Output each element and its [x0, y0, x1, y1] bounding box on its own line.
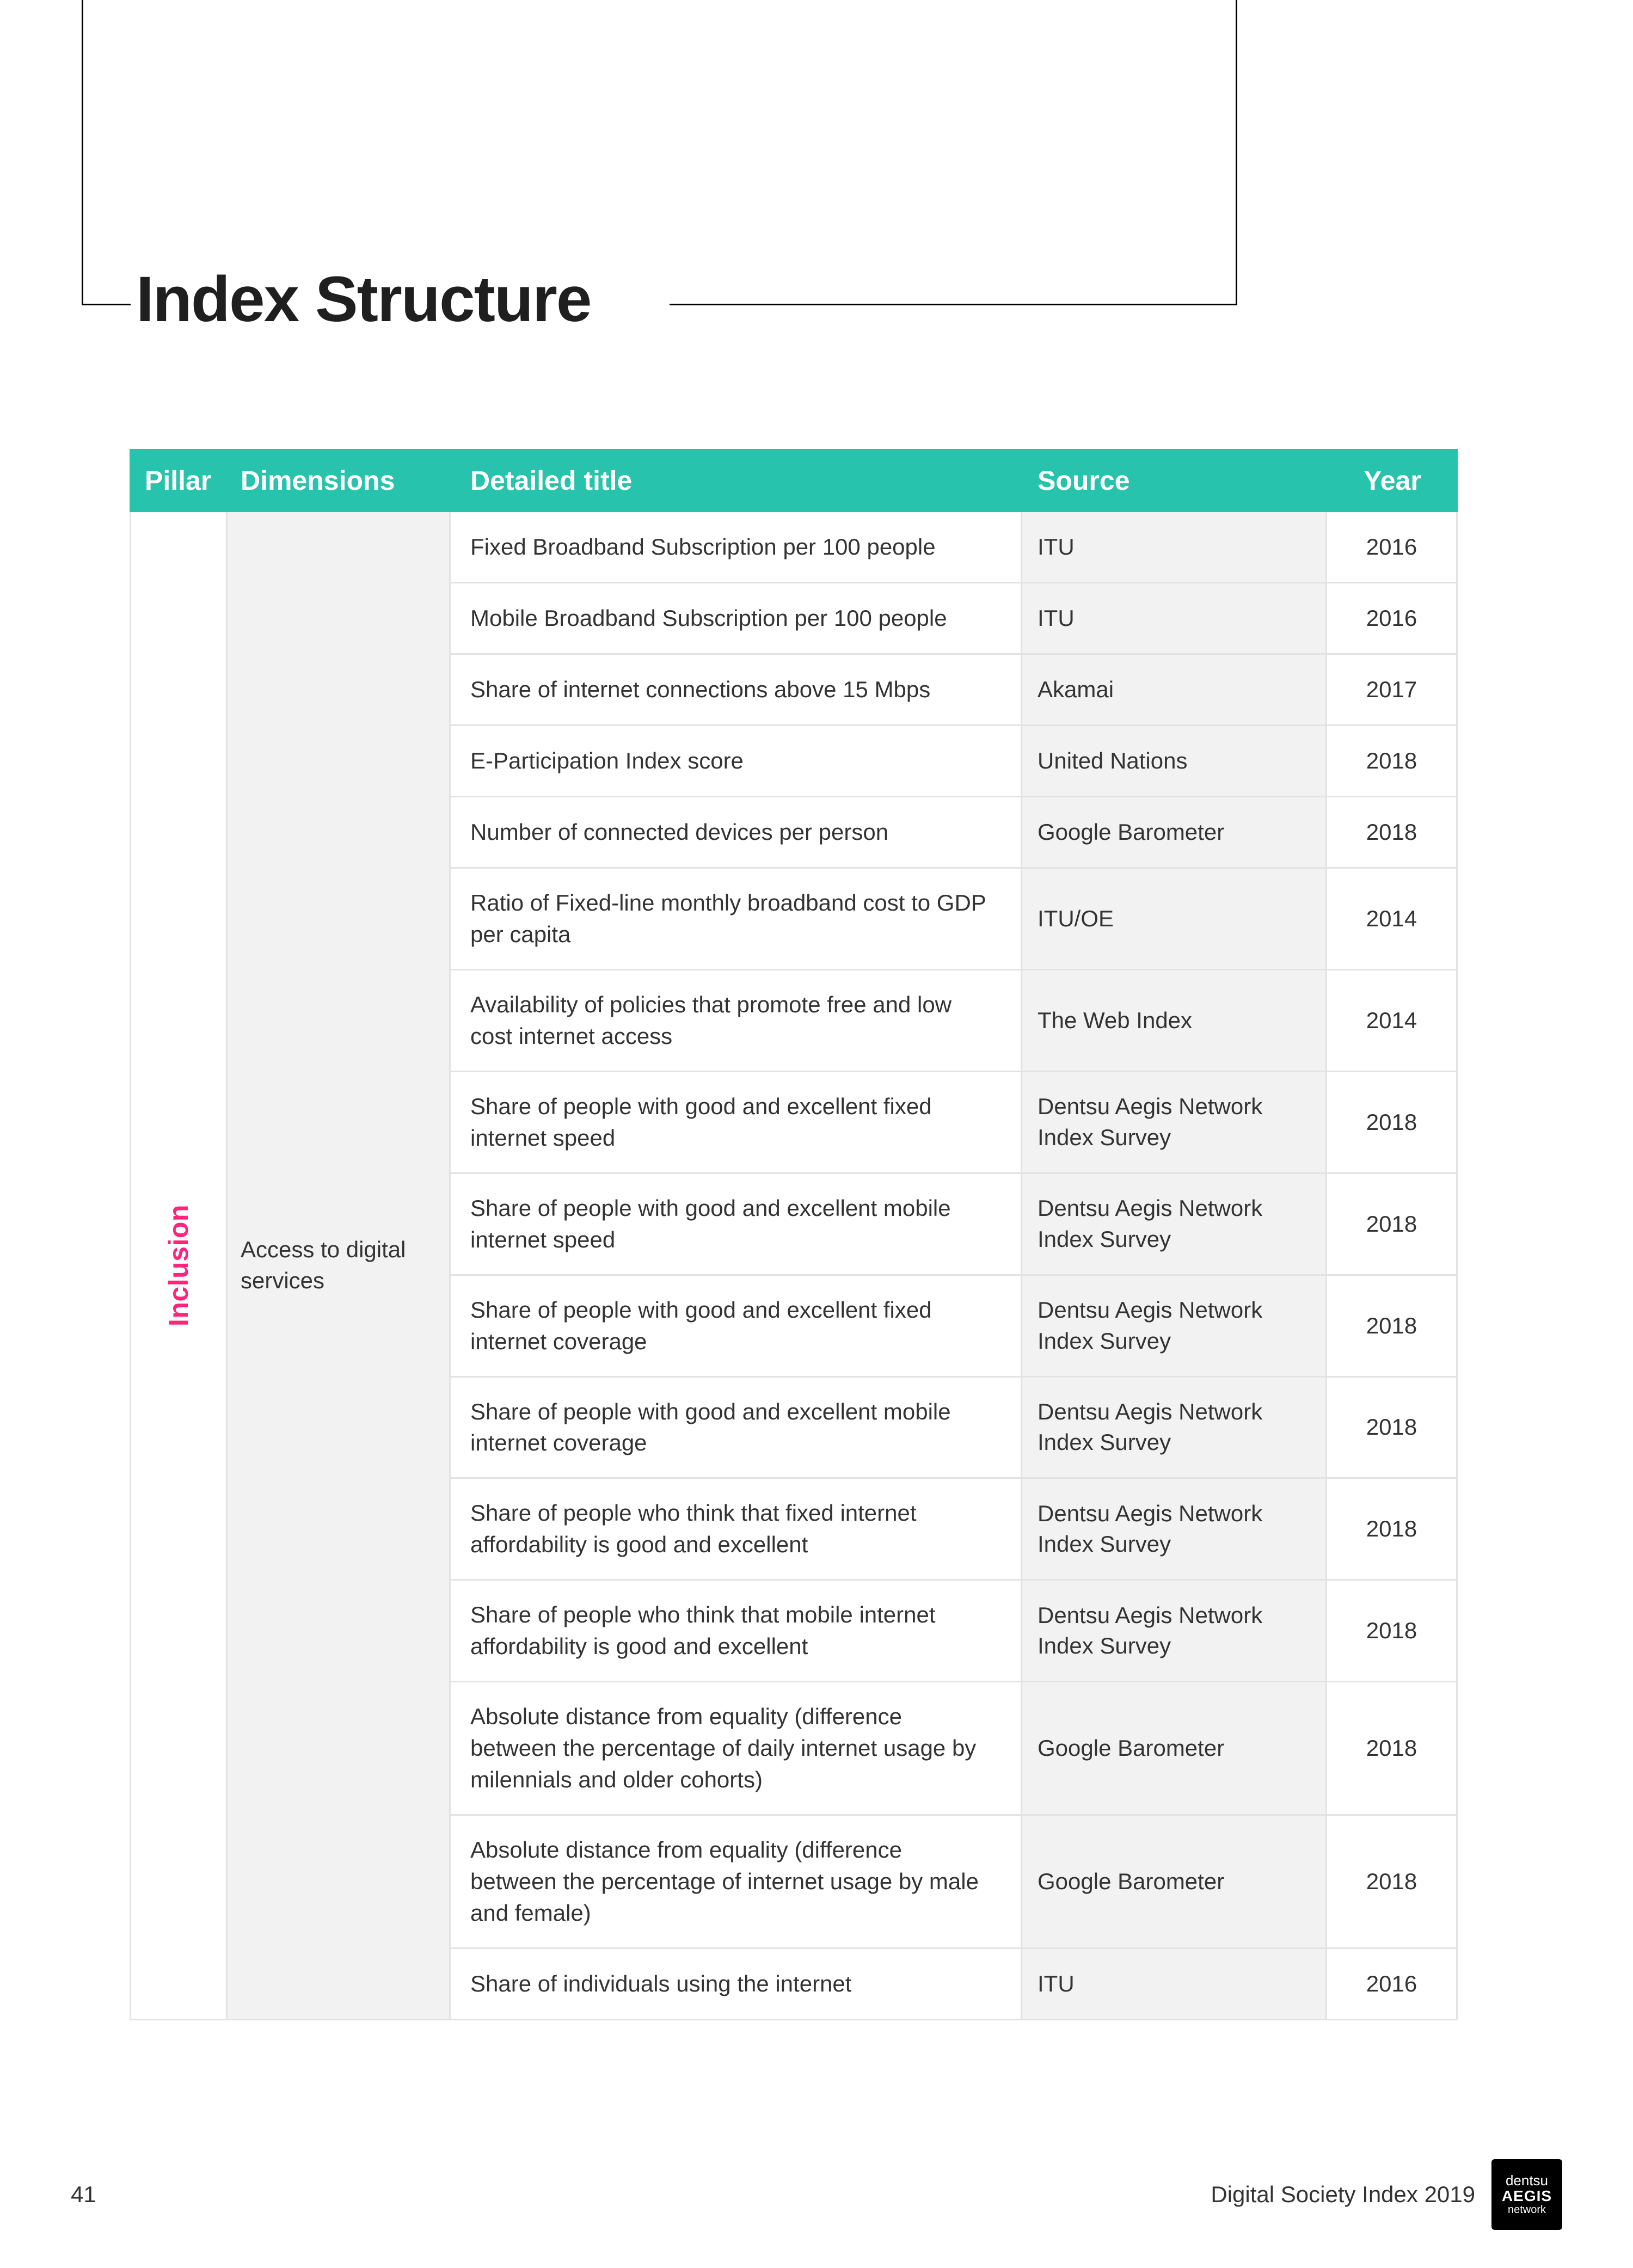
table-row: Share of people with good and excellent …: [451, 1174, 1458, 1276]
table-row: Mobile Broadband Subscription per 100 pe…: [451, 583, 1458, 655]
table-row: Absolute distance from equality (differe…: [451, 1816, 1458, 1949]
table-row: E-Participation Index scoreUnited Nation…: [451, 726, 1458, 797]
page-footer: 41 Digital Society Index 2019 dentsu AEG…: [71, 2159, 1562, 2230]
cell-source: Dentsu Aegis Network Index Survey: [1022, 1378, 1327, 1478]
cell-detailed-title: Availability of policies that promote fr…: [451, 970, 1022, 1071]
cell-detailed-title: Fixed Broadband Subscription per 100 peo…: [451, 512, 1022, 582]
frame-line: [82, 0, 83, 305]
cell-year: 2018: [1327, 1581, 1458, 1681]
cell-source: Dentsu Aegis Network Index Survey: [1022, 1581, 1327, 1681]
table-row: Share of people with good and excellent …: [451, 1072, 1458, 1174]
cell-source: Dentsu Aegis Network Index Survey: [1022, 1276, 1327, 1376]
cell-year: 2014: [1327, 970, 1458, 1071]
cell-detailed-title: Absolute distance from equality (differe…: [451, 1816, 1022, 1947]
table-header-row: Pillar Dimensions Detailed title Source …: [130, 449, 1458, 512]
th-year: Year: [1327, 465, 1458, 496]
cell-year: 2018: [1327, 1816, 1458, 1947]
dimension-label: Access to digital services: [241, 1234, 449, 1296]
cell-source: Dentsu Aegis Network Index Survey: [1022, 1174, 1327, 1274]
table-row: Share of people with good and excellent …: [451, 1378, 1458, 1479]
cell-detailed-title: Ratio of Fixed-line monthly broadband co…: [451, 869, 1022, 969]
cell-source: ITU: [1022, 583, 1327, 653]
table-row: Share of people who think that mobile in…: [451, 1581, 1458, 1682]
cell-detailed-title: Share of people with good and excellent …: [451, 1276, 1022, 1376]
frame-line: [82, 304, 131, 305]
dentsu-aegis-logo: dentsu AEGIS network: [1491, 2159, 1562, 2230]
th-source: Source: [1022, 465, 1327, 496]
table-body: Inclusion Access to digital services Fix…: [130, 512, 1458, 2020]
cell-source: Akamai: [1022, 655, 1327, 724]
cell-year: 2018: [1327, 1276, 1458, 1376]
logo-line2: AEGIS: [1502, 2188, 1552, 2204]
cell-detailed-title: Share of people with good and excellent …: [451, 1378, 1022, 1478]
th-detailed-title: Detailed title: [451, 465, 1022, 496]
page-title: Index Structure: [136, 262, 591, 336]
cell-year: 2017: [1327, 655, 1458, 724]
cell-source: Dentsu Aegis Network Index Survey: [1022, 1479, 1327, 1579]
table-row: Availability of policies that promote fr…: [451, 970, 1458, 1072]
pillar-cell: Inclusion: [130, 512, 228, 2020]
cell-year: 2016: [1327, 583, 1458, 653]
th-dimensions: Dimensions: [228, 465, 451, 496]
cell-year: 2018: [1327, 1072, 1458, 1172]
cell-detailed-title: Number of connected devices per person: [451, 797, 1022, 867]
cell-detailed-title: Share of people with good and excellent …: [451, 1174, 1022, 1274]
cell-detailed-title: Share of people who think that mobile in…: [451, 1581, 1022, 1681]
cell-detailed-title: Absolute distance from equality (differe…: [451, 1682, 1022, 1814]
table-row: Share of internet connections above 15 M…: [451, 655, 1458, 726]
table-row: Absolute distance from equality (differe…: [451, 1682, 1458, 1816]
table-row: Fixed Broadband Subscription per 100 peo…: [451, 512, 1458, 583]
footer-right: Digital Society Index 2019 dentsu AEGIS …: [1211, 2159, 1562, 2230]
cell-detailed-title: Share of people who think that fixed int…: [451, 1479, 1022, 1579]
dimension-cell: Access to digital services: [228, 512, 451, 2020]
cell-year: 2016: [1327, 512, 1458, 582]
table-row: Share of individuals using the internetI…: [451, 1949, 1458, 2020]
cell-source: Dentsu Aegis Network Index Survey: [1022, 1072, 1327, 1172]
cell-source: ITU/OE: [1022, 869, 1327, 969]
cell-year: 2014: [1327, 869, 1458, 969]
cell-source: Google Barometer: [1022, 1682, 1327, 1814]
cell-detailed-title: Mobile Broadband Subscription per 100 pe…: [451, 583, 1022, 653]
frame-line: [1236, 0, 1237, 305]
th-pillar: Pillar: [130, 465, 228, 496]
logo-line1: dentsu: [1506, 2173, 1548, 2188]
frame-line: [670, 304, 1237, 305]
table-row: Number of connected devices per personGo…: [451, 797, 1458, 869]
cell-year: 2018: [1327, 1682, 1458, 1814]
page-number: 41: [71, 2181, 96, 2208]
logo-line3: network: [1508, 2204, 1546, 2216]
pillar-label: Inclusion: [163, 1204, 194, 1326]
cell-year: 2018: [1327, 1479, 1458, 1579]
rows-container: Fixed Broadband Subscription per 100 peo…: [451, 512, 1458, 2020]
cell-year: 2018: [1327, 1378, 1458, 1478]
index-structure-table: Pillar Dimensions Detailed title Source …: [130, 449, 1458, 2020]
footer-text: Digital Society Index 2019: [1211, 2181, 1475, 2208]
cell-detailed-title: Share of people with good and excellent …: [451, 1072, 1022, 1172]
cell-year: 2018: [1327, 797, 1458, 867]
table-row: Share of people who think that fixed int…: [451, 1479, 1458, 1581]
cell-detailed-title: E-Participation Index score: [451, 726, 1022, 796]
table-row: Share of people with good and excellent …: [451, 1276, 1458, 1378]
cell-source: ITU: [1022, 512, 1327, 582]
cell-source: The Web Index: [1022, 970, 1327, 1071]
cell-detailed-title: Share of individuals using the internet: [451, 1949, 1022, 2019]
cell-detailed-title: Share of internet connections above 15 M…: [451, 655, 1022, 724]
cell-year: 2016: [1327, 1949, 1458, 2019]
table-row: Ratio of Fixed-line monthly broadband co…: [451, 869, 1458, 970]
cell-source: Google Barometer: [1022, 797, 1327, 867]
cell-year: 2018: [1327, 726, 1458, 796]
cell-source: ITU: [1022, 1949, 1327, 2019]
cell-source: United Nations: [1022, 726, 1327, 796]
cell-year: 2018: [1327, 1174, 1458, 1274]
cell-source: Google Barometer: [1022, 1816, 1327, 1947]
